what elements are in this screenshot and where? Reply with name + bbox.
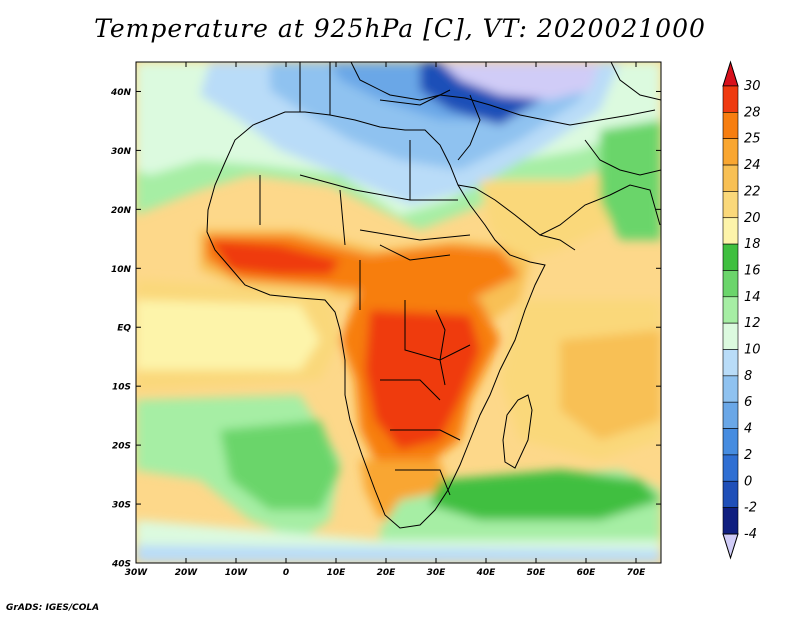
colorbar-arrow-top bbox=[722, 60, 739, 87]
colorbar-band bbox=[722, 217, 739, 245]
lon-tick-label: 30E bbox=[427, 568, 447, 578]
colorbar-arrow-bottom bbox=[722, 533, 739, 560]
colorbar-label: 25 bbox=[744, 132, 761, 147]
map-frame bbox=[135, 61, 662, 564]
colorbar-band bbox=[722, 191, 739, 219]
colorbar-label: 28 bbox=[744, 105, 761, 120]
lat-tick-label: EQ bbox=[117, 324, 131, 334]
colorbar-band bbox=[722, 164, 739, 192]
latitude-axis: 40N 30N 20N 10N EQ 10S 20S 30S 40S bbox=[110, 88, 661, 570]
lon-tick-label: 40E bbox=[476, 568, 497, 578]
lat-tick-label: 40N bbox=[110, 88, 132, 98]
colorbar-label: 24 bbox=[744, 158, 761, 173]
colorbar-band bbox=[722, 480, 739, 508]
colorbar-label: 20 bbox=[744, 211, 761, 226]
colorbar-label: -4 bbox=[744, 527, 757, 542]
map-title: Temperature at 925hPa [C], VT: 202002100… bbox=[94, 14, 706, 43]
lon-tick-label: 0 bbox=[283, 568, 289, 578]
colorbar-label: 6 bbox=[744, 395, 752, 410]
colorbar-band bbox=[722, 401, 739, 429]
colorbar-band bbox=[722, 375, 739, 403]
lon-tick-label: 70E bbox=[627, 568, 647, 578]
lat-tick-label: 40S bbox=[111, 560, 131, 570]
colorbar-label: 8 bbox=[744, 369, 752, 384]
lon-tick-label: 50E bbox=[527, 568, 547, 578]
credit-text: GrADS: IGES/COLA bbox=[6, 603, 100, 613]
colorbar-band bbox=[722, 454, 739, 482]
lat-tick-label: 10S bbox=[112, 383, 131, 393]
colorbar-label: 18 bbox=[744, 237, 761, 252]
colorbar-label: 2 bbox=[744, 448, 752, 463]
colorbar-label: 10 bbox=[744, 343, 761, 358]
colorbar-label: 22 bbox=[744, 184, 761, 199]
colorbar-band bbox=[722, 85, 739, 113]
colorbar-band bbox=[722, 428, 739, 456]
lon-tick-label: 20W bbox=[175, 568, 199, 578]
lat-tick-label: 20S bbox=[112, 442, 131, 452]
lon-tick-label: 20E bbox=[377, 568, 397, 578]
colorbar-band bbox=[722, 270, 739, 298]
colorbar-band bbox=[722, 243, 739, 271]
temperature-field bbox=[136, 62, 661, 563]
lat-tick-label: 30S bbox=[112, 501, 131, 511]
lon-tick-label: 10E bbox=[327, 568, 347, 578]
colorbar-label: 14 bbox=[744, 290, 761, 305]
longitude-axis: 30W 20W 10W 0 10E 20E 30E 40E 50E 60E 70E bbox=[125, 62, 646, 578]
lat-tick-label: 20N bbox=[111, 206, 132, 216]
lon-tick-label: 30W bbox=[125, 568, 149, 578]
colorbar-band bbox=[722, 507, 739, 535]
colorbar-band bbox=[722, 296, 739, 324]
colorbar-band bbox=[722, 138, 739, 166]
colorbar-label: 4 bbox=[744, 422, 752, 437]
lon-tick-label: 10W bbox=[225, 568, 249, 578]
colorbar-label: -2 bbox=[744, 501, 757, 516]
colorbar-label: 16 bbox=[744, 263, 761, 278]
colorbar-label: 0 bbox=[744, 474, 752, 489]
colorbar-band bbox=[722, 112, 739, 139]
lat-tick-label: 10N bbox=[111, 265, 132, 275]
lat-tick-label: 30N bbox=[111, 147, 132, 157]
coastlines bbox=[206, 62, 661, 529]
colorbar-band bbox=[722, 349, 739, 377]
colorbar-band bbox=[722, 322, 739, 350]
colorbar-label: 30 bbox=[744, 79, 761, 94]
colorbar-label: 12 bbox=[744, 316, 761, 331]
lon-tick-label: 60E bbox=[577, 568, 597, 578]
